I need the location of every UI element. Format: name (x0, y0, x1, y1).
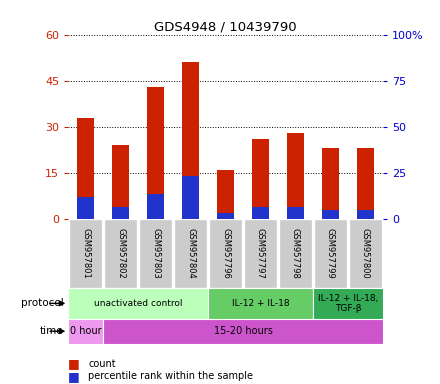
Bar (68, 319, 103, 344)
Text: time: time (40, 326, 64, 336)
Bar (112, 145, 129, 219)
Bar (252, 207, 269, 219)
Text: 15-20 hours: 15-20 hours (213, 326, 272, 336)
Bar (279, 219, 312, 288)
Text: GSM957798: GSM957798 (291, 228, 300, 279)
Text: IL-12 + IL-18: IL-12 + IL-18 (231, 299, 289, 308)
Text: GSM957804: GSM957804 (186, 228, 195, 279)
Bar (208, 288, 313, 319)
Bar (147, 194, 164, 219)
Text: IL-12 + IL-18,
TGF-β: IL-12 + IL-18, TGF-β (318, 294, 378, 313)
Bar (356, 210, 374, 219)
Bar (147, 87, 164, 219)
Bar (252, 139, 269, 219)
Bar (217, 170, 234, 219)
Text: percentile rank within the sample: percentile rank within the sample (88, 371, 253, 381)
Title: GDS4948 / 10439790: GDS4948 / 10439790 (154, 20, 297, 33)
Text: 0 hour: 0 hour (70, 326, 102, 336)
Text: GSM957797: GSM957797 (256, 228, 265, 279)
Bar (244, 219, 277, 288)
Text: GSM957803: GSM957803 (151, 228, 160, 279)
Bar (69, 219, 103, 288)
Bar (174, 219, 207, 288)
Bar (112, 207, 129, 219)
Text: protocol: protocol (21, 298, 64, 308)
Bar (348, 219, 382, 288)
Bar (287, 207, 304, 219)
Text: count: count (88, 359, 116, 369)
Text: ■: ■ (68, 357, 80, 370)
Bar (322, 210, 339, 219)
Bar (77, 118, 95, 219)
Bar (322, 148, 339, 219)
Bar (77, 197, 95, 219)
Text: GSM957801: GSM957801 (81, 228, 90, 279)
Bar (217, 213, 234, 219)
Text: GSM957800: GSM957800 (361, 228, 370, 279)
Bar (103, 319, 383, 344)
Bar (313, 288, 383, 319)
Bar (314, 219, 347, 288)
Text: unactivated control: unactivated control (94, 299, 182, 308)
Text: GSM957802: GSM957802 (116, 228, 125, 279)
Bar (104, 219, 137, 288)
Bar (68, 288, 208, 319)
Bar (287, 133, 304, 219)
Text: ■: ■ (68, 370, 80, 383)
Bar (182, 62, 199, 219)
Text: GSM957796: GSM957796 (221, 228, 230, 279)
Bar (209, 219, 242, 288)
Bar (139, 219, 172, 288)
Bar (356, 148, 374, 219)
Bar (182, 176, 199, 219)
Text: GSM957799: GSM957799 (326, 228, 335, 279)
